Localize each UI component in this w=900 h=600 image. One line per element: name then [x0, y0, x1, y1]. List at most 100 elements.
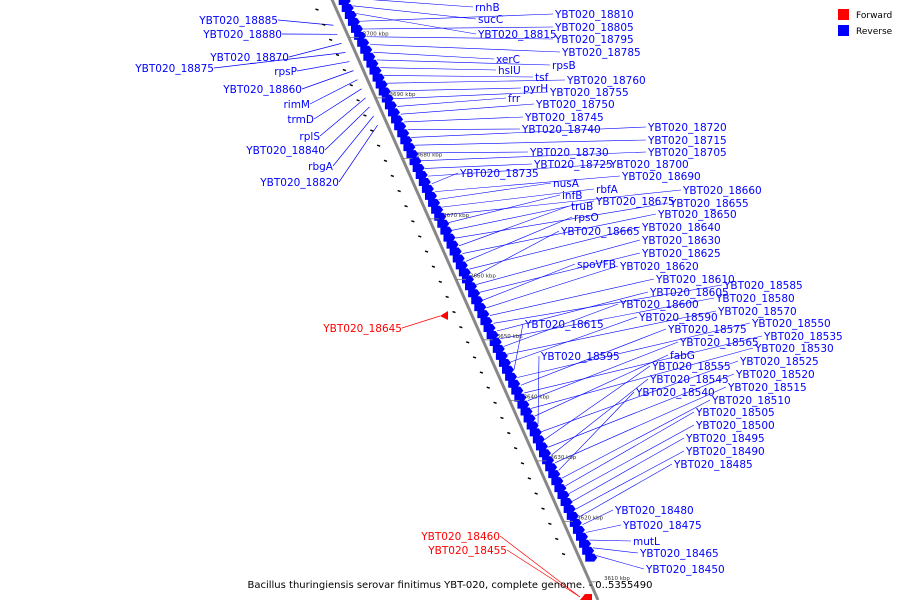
feature-mark [328, 38, 333, 42]
label-leader [448, 194, 561, 223]
feature-mark [513, 447, 518, 450]
reverse-gene [449, 247, 462, 256]
reverse-gene [397, 129, 410, 138]
label-leader [407, 128, 521, 130]
gene-label: rimM [283, 99, 310, 111]
label-leader [592, 547, 639, 554]
gene-label: YBT020_18525 [739, 356, 819, 368]
reverse-gene [483, 324, 496, 333]
label-leader [572, 437, 685, 502]
gene-label: YBT020_18870 [209, 52, 289, 64]
gene-label: YBT020_18750 [535, 99, 615, 111]
gene-label: truB [571, 201, 593, 213]
gene-label: YBT020_18545 [649, 374, 729, 386]
gene-label: rpsP [274, 66, 297, 78]
reverse-gene [415, 170, 428, 179]
feature-mark [507, 431, 511, 435]
label-leader [324, 106, 370, 151]
label-leader [393, 91, 549, 99]
gene-label: YBT020_18565 [679, 337, 759, 349]
label-leader [435, 175, 621, 192]
label-leader [296, 61, 350, 72]
reverse-gene [446, 240, 459, 249]
reverse-gene [452, 254, 465, 263]
reverse-gene [502, 365, 515, 374]
label-leader [469, 226, 641, 270]
label-leader [527, 341, 679, 401]
gene-label: YBT020_18490 [685, 446, 765, 458]
gene-label: YBT020_18585 [723, 280, 803, 292]
gene-label: YBT020_18795 [554, 34, 634, 46]
reverse-gene [560, 497, 573, 506]
feature-mark [493, 401, 497, 405]
reverse-gene [341, 4, 354, 13]
label-leader [575, 450, 685, 510]
gene-label: YBT020_18725 [533, 159, 613, 171]
label-leader [476, 239, 641, 285]
label-leader [452, 200, 595, 231]
reverse-gene [582, 546, 595, 555]
label-leader [455, 202, 669, 239]
reverse-gene [551, 477, 564, 486]
gene-label: frr [508, 93, 521, 105]
reverse-gene [378, 87, 391, 96]
label-leader [517, 322, 751, 378]
gene-label: YBT020_18590 [638, 312, 718, 324]
reverse-gene [421, 184, 434, 193]
label-leader [441, 188, 595, 208]
reverse-gene [391, 115, 404, 124]
gene-label: YBT020_18610 [655, 274, 735, 286]
reverse-gene [351, 24, 364, 33]
label-leader [510, 316, 638, 363]
label-leader [565, 411, 695, 487]
gene-label: YBT020_18875 [134, 63, 214, 75]
scale-tick-label: 3670 kbp [443, 213, 469, 219]
reverse-gene [523, 414, 536, 423]
reverse-gene [569, 518, 582, 527]
reverse-gene [585, 553, 598, 562]
reverse-gene [465, 282, 478, 291]
gene-label: YBT020_18745 [524, 112, 604, 124]
label-leader [411, 126, 647, 138]
gene-label: YBT020_18495 [685, 433, 765, 445]
reverse-gene [384, 101, 397, 110]
gene-label: YBT020_18730 [529, 147, 609, 159]
label-leader [397, 97, 507, 107]
reverse-gene [428, 198, 441, 207]
reverse-gene [347, 17, 360, 26]
feature-mark [554, 537, 559, 541]
label-leader [558, 391, 635, 471]
gene-label: YBT020_18740 [521, 124, 601, 136]
gene-label: YBT020_18595 [540, 351, 620, 363]
gene-label: YBT020_18650 [657, 209, 737, 221]
gene-label: YBT020_18810 [554, 9, 634, 21]
reverse-gene [406, 150, 419, 159]
scale-tick-label: 3660 kbp [470, 273, 496, 279]
scale-tick-label: 3630 kbp [550, 455, 576, 461]
feature-mark [411, 220, 415, 223]
label-leader [496, 291, 649, 332]
label-leader [579, 463, 673, 518]
label-leader [387, 79, 566, 84]
gene-label: YBT020_18715 [647, 135, 727, 147]
feature-mark [376, 144, 381, 147]
feature-mark [390, 174, 395, 178]
reverse-gene [517, 400, 530, 409]
reverse-gene [492, 344, 505, 353]
label-leader [462, 213, 657, 254]
reverse-gene [375, 80, 388, 89]
gene-label: YBT020_18580 [715, 293, 795, 305]
gene-label: YBT020_18640 [641, 222, 721, 234]
label-leader [417, 151, 529, 154]
label-leader [380, 67, 497, 71]
reverse-gene [579, 539, 592, 548]
label-leader [301, 70, 354, 90]
gene-label: YBT020_18530 [754, 343, 834, 355]
scale-tick-label: 3650 kbp [497, 334, 523, 340]
reverse-gene [572, 525, 585, 534]
reverse-gene [363, 52, 376, 61]
label-leader [568, 424, 695, 494]
reverse-gene [545, 463, 558, 472]
label-leader [359, 13, 554, 22]
